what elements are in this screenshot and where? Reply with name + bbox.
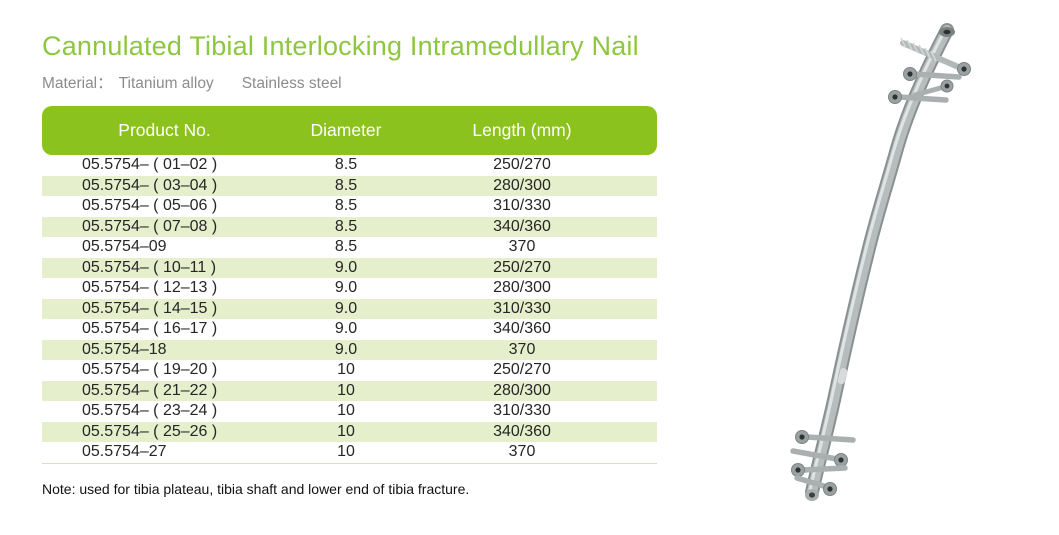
cell-length: 310/330 bbox=[493, 402, 551, 420]
material-label: Material： bbox=[42, 75, 113, 92]
cell-product-no: 05.5754– ( 25–26 ) bbox=[82, 422, 218, 440]
cell-diameter: 8.5 bbox=[334, 197, 358, 215]
cell-product-no: 05.5754– ( 12–13 ) bbox=[82, 279, 218, 297]
cell-diameter: 10 bbox=[337, 443, 355, 461]
table-row: 05.5754– ( 12–13 ) 9.0 280/300 bbox=[42, 278, 657, 299]
cell-diameter: 9.0 bbox=[334, 258, 358, 276]
material-value-titanium: Titanium alloy bbox=[118, 75, 214, 92]
cell-length: 280/300 bbox=[493, 279, 551, 297]
cell-diameter: 9.0 bbox=[334, 299, 358, 317]
cell-length: 250/270 bbox=[493, 258, 551, 276]
cell-product-no: 05.5754– ( 19–20 ) bbox=[82, 361, 218, 379]
table-row: 05.5754– ( 05–06 ) 8.5 310/330 bbox=[42, 196, 657, 217]
column-header-length: Length (mm) bbox=[472, 120, 572, 140]
cell-product-no: 05.5754– ( 16–17 ) bbox=[82, 320, 218, 338]
cell-length: 310/330 bbox=[493, 197, 551, 215]
cell-product-no: 05.5754– ( 07–08 ) bbox=[82, 217, 218, 235]
material-value-stainless: Stainless steel bbox=[241, 75, 342, 92]
table-row: 05.5754– ( 07–08 ) 8.5 340/360 bbox=[42, 216, 657, 237]
column-header-product-no: Product No. bbox=[118, 120, 211, 140]
cell-product-no: 05.5754–27 bbox=[82, 443, 167, 461]
table-row: 05.5754– ( 16–17 ) 9.0 340/360 bbox=[42, 319, 657, 340]
cell-length: 370 bbox=[508, 340, 536, 358]
cell-product-no: 05.5754–18 bbox=[82, 340, 167, 358]
cell-diameter: 9.0 bbox=[334, 320, 358, 338]
table-row: 05.5754– ( 03–04 ) 8.5 280/300 bbox=[42, 175, 657, 196]
table-row: 05.5754– ( 14–15 ) 9.0 310/330 bbox=[42, 298, 657, 319]
cell-length: 280/300 bbox=[493, 381, 551, 399]
cell-product-no: 05.5754– ( 10–11 ) bbox=[82, 258, 217, 276]
cell-length: 250/270 bbox=[493, 361, 551, 379]
cell-length: 370 bbox=[508, 443, 536, 461]
cell-diameter: 10 bbox=[337, 361, 355, 379]
table-row: 05.5754– ( 21–22 ) 10 280/300 bbox=[42, 380, 657, 401]
cell-product-no: 05.5754– ( 21–22 ) bbox=[82, 381, 218, 399]
cell-product-no: 05.5754– ( 23–24 ) bbox=[82, 402, 218, 420]
table-body: 05.5754– ( 01–02 ) 8.5 250/270 05.5754– … bbox=[42, 155, 657, 464]
cell-diameter: 8.5 bbox=[334, 238, 358, 256]
cell-product-no: 05.5754– ( 14–15 ) bbox=[82, 299, 218, 317]
cell-diameter: 8.5 bbox=[334, 176, 358, 194]
cell-length: 250/270 bbox=[493, 156, 551, 174]
nail-illustration bbox=[790, 23, 971, 501]
cell-length: 310/330 bbox=[493, 299, 551, 317]
cell-length: 340/360 bbox=[493, 422, 551, 440]
table-row: 05.5754– ( 25–26 ) 10 340/360 bbox=[42, 421, 657, 442]
cell-product-no: 05.5754– ( 03–04 ) bbox=[82, 176, 218, 194]
cell-product-no: 05.5754– ( 01–02 ) bbox=[82, 156, 218, 174]
cell-diameter: 10 bbox=[337, 402, 355, 420]
table-row: 05.5754– ( 23–24 ) 10 310/330 bbox=[42, 401, 657, 422]
cell-diameter: 8.5 bbox=[334, 217, 358, 235]
cell-diameter: 10 bbox=[337, 422, 355, 440]
table-row: 05.5754–18 9.0 370 bbox=[42, 339, 657, 360]
cell-length: 280/300 bbox=[493, 176, 551, 194]
table-header: Product No. Diameter Length (mm) bbox=[42, 106, 657, 155]
cell-product-no: 05.5754– ( 05–06 ) bbox=[82, 197, 218, 215]
cell-length: 340/360 bbox=[493, 320, 551, 338]
table-row: 05.5754– ( 19–20 ) 10 250/270 bbox=[42, 360, 657, 381]
product-photo bbox=[755, 0, 1005, 535]
cell-diameter: 10 bbox=[337, 381, 355, 399]
cell-diameter: 9.0 bbox=[334, 279, 358, 297]
cell-length: 340/360 bbox=[493, 217, 551, 235]
column-header-diameter: Diameter bbox=[310, 120, 382, 140]
material-line: Material： Titanium alloy Stainless steel bbox=[42, 71, 342, 93]
cell-diameter: 9.0 bbox=[334, 340, 358, 358]
spec-table: Product No. Diameter Length (mm) 05.5754… bbox=[42, 106, 657, 464]
table-row: 05.5754– ( 10–11 ) 9.0 250/270 bbox=[42, 257, 657, 278]
cell-diameter: 8.5 bbox=[334, 156, 358, 174]
cell-product-no: 05.5754–09 bbox=[82, 238, 167, 256]
table-row: 05.5754– ( 01–02 ) 8.5 250/270 bbox=[42, 155, 657, 176]
table-row: 05.5754–27 10 370 bbox=[42, 442, 657, 463]
cell-length: 370 bbox=[508, 238, 536, 256]
note-text: Note: used for tibia plateau, tibia shaf… bbox=[42, 481, 470, 497]
table-row: 05.5754–09 8.5 370 bbox=[42, 237, 657, 258]
page-title: Cannulated Tibial Interlocking Intramedu… bbox=[42, 31, 639, 61]
